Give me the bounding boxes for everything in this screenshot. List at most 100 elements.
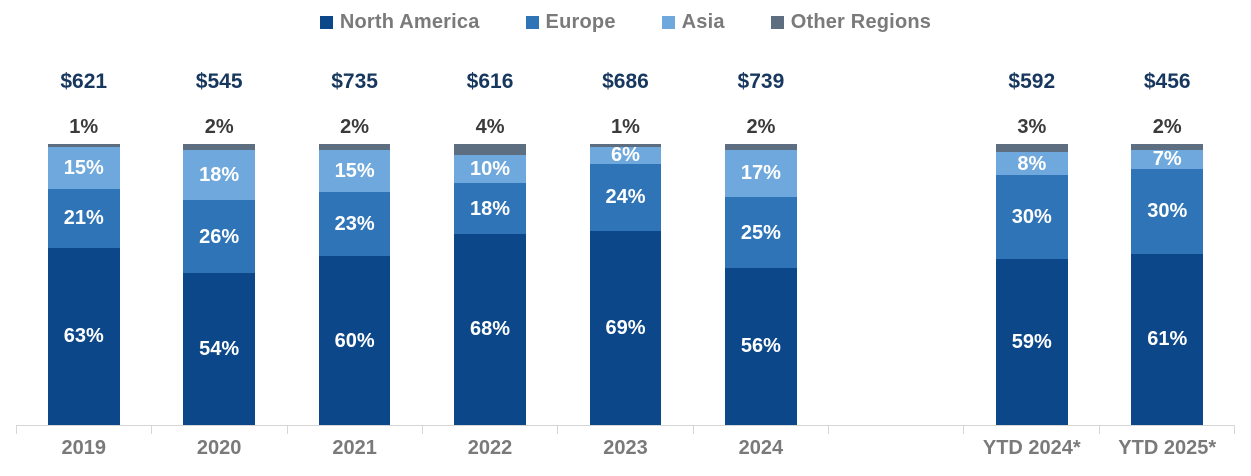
segment-europe: 23% (318, 191, 391, 257)
segment-europe: 24% (589, 163, 662, 232)
segment-north-america: 69% (589, 231, 662, 425)
segment-asia: 15% (47, 146, 120, 189)
segment-other-regions (589, 144, 662, 147)
segment-other-regions (183, 144, 256, 150)
legend-label: Asia (681, 10, 725, 33)
segment-label: 15% (63, 156, 104, 179)
legend-label: Europe (545, 10, 616, 33)
segment-europe: 26% (183, 200, 256, 274)
segment-europe: 30% (1131, 169, 1204, 254)
x-axis-label-2023: 2023 (603, 437, 648, 459)
segment-label: 68% (470, 318, 511, 341)
segment-label: 26% (199, 225, 240, 248)
segment-label: 21% (63, 207, 104, 230)
other-regions-pct-label: 2% (1152, 116, 1182, 138)
bar-group-2019: $621 1% 15% 21% 63% (16, 34, 151, 425)
axis-tick (151, 426, 286, 434)
segment-label: 61% (1147, 328, 1188, 351)
segment-label: 63% (63, 325, 104, 348)
segment-asia: 7% (1131, 148, 1204, 171)
other-regions-pct-label: 4% (475, 116, 505, 138)
x-axis-label-2019: 2019 (61, 437, 106, 459)
axis-tick (286, 426, 422, 434)
stacked-bar: 10% 18% 68% (454, 144, 526, 425)
segment-label: 18% (470, 197, 511, 220)
stacked-bar: 7% 30% 61% (1131, 144, 1204, 425)
segment-asia: 17% (725, 149, 797, 198)
legend-item-europe: Europe (525, 10, 616, 34)
segment-label: 56% (740, 335, 781, 358)
bars-row: $621 1% 15% 21% 63% $545 2% 18% 26% 54% (16, 34, 1235, 425)
segment-north-america: 63% (47, 247, 120, 425)
segment-label: 8% (1017, 152, 1047, 175)
stacked-bar: 17% 25% 56% (725, 144, 797, 425)
total-value-label: $456 (1143, 70, 1191, 93)
bar-group-2024: $739 2% 17% 25% 56% (693, 34, 828, 425)
legend-label: North America (339, 10, 480, 33)
legend-item-other-regions: Other Regions (770, 10, 932, 34)
stacked-bar: 8% 30% 59% (995, 144, 1068, 425)
segment-label: 7% (1152, 148, 1182, 171)
segment-asia: 8% (995, 152, 1068, 175)
x-axis-label-2020: 2020 (196, 437, 242, 459)
stacked-bar: 15% 23% 60% (318, 144, 391, 425)
axis-tick (421, 426, 557, 434)
bar-group-2022: $616 4% 10% 18% 68% (422, 34, 557, 425)
segment-label: 54% (199, 338, 240, 361)
x-axis-label-ytd-2024: YTD 2024* (982, 437, 1081, 459)
north-america-swatch-icon (319, 15, 333, 29)
europe-swatch-icon (525, 15, 539, 29)
bar-group-ytd-2024: $592 3% 8% 30% 59% (964, 34, 1099, 425)
plot-area: $621 1% 15% 21% 63% $545 2% 18% 26% 54% (16, 34, 1235, 460)
legend-item-asia: Asia (661, 10, 725, 34)
bar-group-gap (829, 34, 964, 425)
total-value-label: $621 (60, 70, 108, 93)
segment-asia: 15% (318, 149, 391, 192)
bar-group-2023: $686 1% 6% 24% 69% (558, 34, 693, 425)
segment-europe: 21% (47, 188, 120, 248)
segment-north-america: 59% (995, 259, 1068, 425)
total-value-label: $735 (331, 70, 378, 93)
axis-tick (692, 426, 828, 434)
segment-label: 30% (1147, 200, 1188, 223)
segment-asia: 6% (589, 144, 662, 167)
segment-label: 15% (334, 159, 375, 182)
segment-label: 10% (470, 158, 511, 181)
segment-label: 60% (334, 329, 375, 352)
axis-tick (16, 426, 151, 434)
segment-europe: 30% (995, 174, 1068, 260)
axis-tick (827, 426, 963, 434)
segment-label: 30% (1011, 206, 1052, 229)
segment-north-america: 54% (183, 273, 256, 425)
x-axis-line (16, 425, 1235, 434)
total-value-label: $616 (466, 70, 514, 93)
chart-legend: North America Europe Asia Other Regions (0, 0, 1251, 34)
axis-tick (963, 426, 1098, 434)
total-value-label: $739 (737, 70, 785, 93)
other-regions-pct-label: 2% (340, 116, 370, 138)
segment-asia: 10% (454, 155, 526, 184)
x-axis-label-2021: 2021 (332, 437, 377, 459)
bar-group-ytd-2025: $456 2% 7% 30% 61% (1100, 34, 1235, 425)
axis-tick (557, 426, 692, 434)
segment-europe: 25% (725, 197, 797, 268)
segment-north-america: 61% (1131, 253, 1204, 425)
segment-label: 17% (740, 162, 781, 185)
segment-label: 18% (199, 163, 240, 186)
segment-label: 25% (740, 221, 781, 244)
legend-label: Other Regions (790, 10, 932, 33)
stacked-bar: 6% 24% 69% (589, 144, 662, 425)
total-value-label: $592 (1008, 70, 1056, 93)
legend-item-north-america: North America (319, 10, 480, 34)
other-regions-pct-label: 1% (611, 116, 640, 138)
stacked-bar: 15% 21% 63% (47, 144, 120, 425)
asia-swatch-icon (661, 15, 675, 29)
segment-label: 6% (611, 144, 640, 167)
segment-label: 23% (334, 213, 375, 236)
total-value-label: $545 (195, 70, 243, 93)
other-regions-pct-label: 3% (1017, 116, 1047, 138)
axis-tick (1098, 426, 1234, 434)
bar-group-2020: $545 2% 18% 26% 54% (151, 34, 286, 425)
other-regions-pct-label: 2% (204, 116, 234, 138)
